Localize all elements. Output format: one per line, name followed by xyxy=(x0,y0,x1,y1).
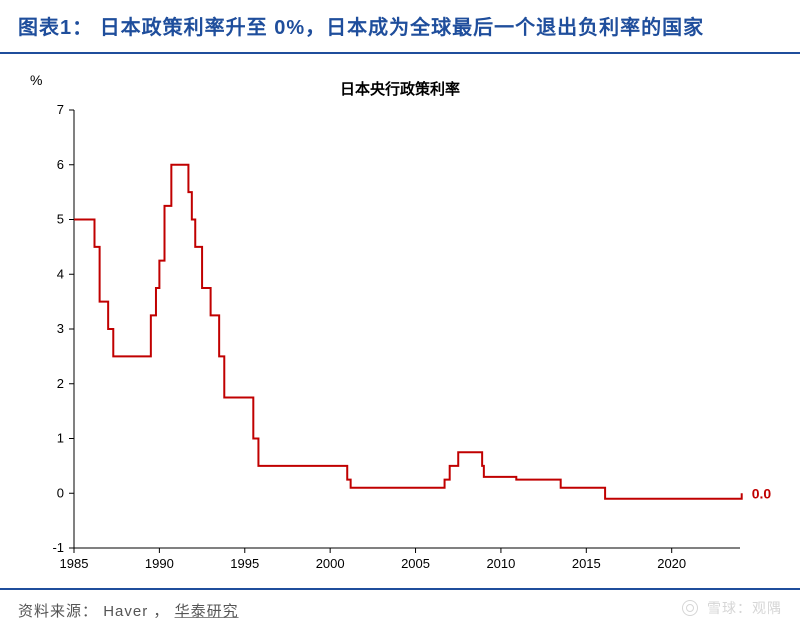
watermark: 雪球：观隅 xyxy=(682,598,782,618)
figure-title: 图表1： 日本政策利率升至 0%，日本成为全球最后一个退出负利率的国家 xyxy=(18,12,782,44)
figure-title-text: 日本政策利率升至 0%，日本成为全球最后一个退出负利率的国家 xyxy=(100,17,704,39)
svg-text:2000: 2000 xyxy=(316,556,345,571)
source-prefix: 资料来源： xyxy=(18,603,98,620)
svg-text:1985: 1985 xyxy=(60,556,89,571)
svg-text:6: 6 xyxy=(57,157,64,172)
svg-text:2015: 2015 xyxy=(572,556,601,571)
svg-text:1995: 1995 xyxy=(230,556,259,571)
chart-title: 日本央行政策利率 xyxy=(340,78,460,99)
figure-footer: 资料来源： Haver ， 华泰研究 雪球：观隅 xyxy=(0,588,800,635)
svg-text:2: 2 xyxy=(57,376,64,391)
snowball-icon xyxy=(682,600,698,616)
source-line: 资料来源： Haver ， 华泰研究 xyxy=(18,600,782,621)
svg-text:0: 0 xyxy=(57,485,64,500)
svg-text:5: 5 xyxy=(57,212,64,227)
source-item-1: 华泰研究 xyxy=(175,603,239,620)
figure-label-prefix: 图表1： xyxy=(18,17,93,39)
svg-text:-1: -1 xyxy=(52,540,64,555)
chart-area: % 日本央行政策利率 -1012345671985199019952000200… xyxy=(0,54,800,588)
svg-text:7: 7 xyxy=(57,102,64,117)
svg-text:1990: 1990 xyxy=(145,556,174,571)
plot-region: -101234567198519901995200020052010201520… xyxy=(74,110,740,548)
svg-text:2010: 2010 xyxy=(486,556,515,571)
svg-text:2005: 2005 xyxy=(401,556,430,571)
y-axis-unit: % xyxy=(30,72,42,88)
figure-header: 图表1： 日本政策利率升至 0%，日本成为全球最后一个退出负利率的国家 xyxy=(0,0,800,54)
svg-text:1: 1 xyxy=(57,431,64,446)
svg-text:3: 3 xyxy=(57,321,64,336)
svg-text:2020: 2020 xyxy=(657,556,686,571)
svg-text:4: 4 xyxy=(57,266,64,281)
source-separator: ， xyxy=(153,603,169,620)
watermark-text: 雪球：观隅 xyxy=(707,600,782,616)
source-item-0: Haver xyxy=(103,603,148,620)
svg-text:0.0: 0.0 xyxy=(752,485,772,501)
figure-container: 图表1： 日本政策利率升至 0%，日本成为全球最后一个退出负利率的国家 % 日本… xyxy=(0,0,800,635)
plot-svg: -101234567198519901995200020052010201520… xyxy=(74,110,740,548)
